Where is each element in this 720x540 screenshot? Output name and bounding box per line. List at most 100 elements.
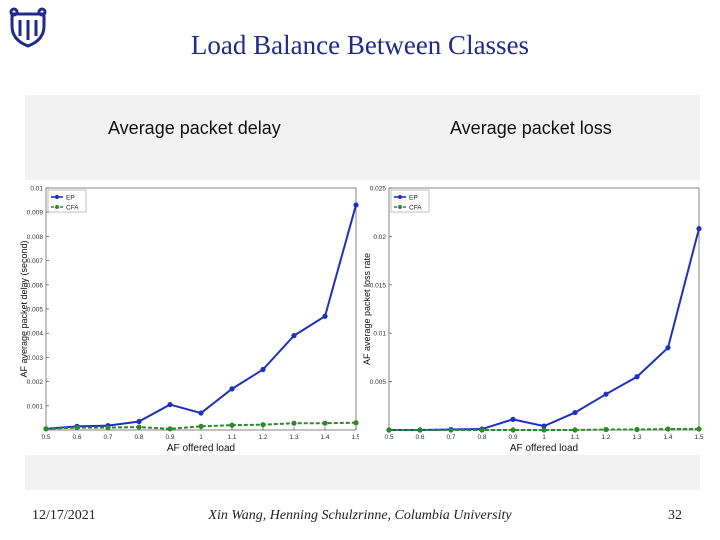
loss-xtick-label: 1.2 [601,434,610,441]
footer-date: 12/17/2021 [32,508,96,523]
loss-series-ep-point [696,226,702,232]
delay-x-axis-label: AF offered load [167,443,235,454]
footer-credit: Xin Wang, Henning Schulzrinne, Columbia … [208,508,512,523]
delay-y-axis-label: AF average packet delay (second) [19,240,29,377]
delay-xtick-label: 0.6 [72,434,81,441]
loss-xtick-label: 0.9 [508,434,517,441]
loss-xtick-label: 1.3 [632,434,641,441]
delay-plot-frame [45,187,357,431]
delay-series-ep-point [167,401,173,408]
delay-series-cfa-point [74,424,80,431]
delay-legend-ep-marker [55,195,59,199]
page-number: 32 [668,508,682,523]
loss-series-cfa-point [665,426,671,432]
delay-ytick-label: 0.006 [27,282,44,289]
delay-series-cfa-point [105,424,111,431]
loss-legend-cfa-label: CFA [409,205,422,212]
delay-xtick-label: 0.8 [134,434,143,441]
delay-series-cfa-point [167,426,173,432]
loss-ytick-label: 0.01 [373,331,386,338]
loss-series-cfa-point [603,426,609,433]
loss-chart: 0.005 0.01 0.015 0.02 0.025 0.5 0.6 0.7 0.8 0.9 1 1… [359,180,704,455]
loss-legend-cfa-marker [398,205,402,209]
delay-series-ep-point [353,202,359,208]
loss-chart-heading: Average packet loss [450,118,612,138]
delay-series-cfa-line [45,421,357,430]
loss-xtick-label: 1.1 [570,434,579,441]
delay-xtick-label: 1.1 [227,434,236,441]
delay-ytick-label: 0.003 [27,355,44,362]
delay-series-ep-point [198,410,204,416]
delay-ytick-label: 0.009 [27,210,44,217]
delay-xtick-label: 1.5 [351,434,360,441]
loss-series-cfa-point [510,427,516,433]
loss-xtick-label: 0.5 [384,434,393,441]
loss-ytick-label: 0.025 [370,186,387,193]
loss-chart-svg: 0.005 0.01 0.015 0.02 0.025 0.5 0.6 0.7 0.8 0.9 1 1… [362,186,704,455]
loss-xtick-label: 1 [542,434,546,441]
delay-series-cfa-point [136,424,142,430]
loss-x-axis-label: AF offered load [510,443,578,454]
loss-series-ep-point [665,345,671,351]
university-logo [9,7,47,48]
loss-y-axis-label: AF average packet loss rate [362,253,372,365]
loss-plot-frame [388,187,700,431]
delay-series-cfa-point [353,420,359,426]
delay-chart-heading: Average packet delay [108,118,281,138]
delay-series-cfa-point [291,420,297,426]
loss-xtick-label: 0.7 [446,434,455,441]
page-title: Load Balance Between Classes [190,30,530,60]
loss-series-ep-point [510,416,516,422]
loss-series-cfa-point [386,427,392,433]
delay-ytick-label: 0.001 [27,403,44,410]
delay-xtick-label: 1.4 [320,434,329,441]
loss-legend-ep-marker [398,195,402,199]
loss-series-cfa-point [696,426,702,432]
loss-xtick-label: 1.4 [663,434,672,441]
delay-series-cfa-point [198,423,204,429]
loss-series-cfa-point [479,427,485,433]
delay-series-ep-point [260,366,266,373]
delay-xtick-label: 1.2 [258,434,267,441]
delay-legend-ep-label: EP [66,195,75,202]
delay-series-ep-point [136,418,142,425]
delay-series-cfa-point [322,420,328,426]
delay-ytick-label: 0.004 [27,331,44,338]
delay-series-cfa-point [260,422,266,428]
delay-legend-cfa-marker [55,205,59,209]
loss-series-ep-point [634,374,640,380]
delay-series-cfa-point [229,422,235,428]
loss-ytick-label: 0.02 [373,234,386,241]
loss-xtick-label: 1.5 [694,434,703,441]
loss-series-cfa-point [541,427,547,433]
delay-xtick-label: 1 [199,434,203,441]
delay-ytick-label: 0.002 [27,379,44,386]
loss-xtick-label: 0.8 [477,434,486,441]
delay-ytick-label: 0.008 [27,234,44,241]
loss-series-cfa-point [448,427,454,433]
delay-series-ep-point [291,333,297,339]
loss-ytick-label: 0.015 [370,282,387,289]
delay-xtick-label: 0.9 [165,434,174,441]
loss-series-cfa-point [572,427,578,433]
delay-chart: 0.001 0.002 0.003 0.004 0.005 0.006 0.007 0.008… [16,180,361,455]
delay-ytick-label: 0.007 [27,258,44,265]
delay-xtick-label: 0.5 [41,434,50,441]
delay-ytick-label: 0.01 [30,186,43,193]
delay-chart-svg: 0.001 0.002 0.003 0.004 0.005 0.006 0.007 0.008… [19,186,361,455]
loss-series-ep-point [541,423,547,429]
delay-series-ep-point [229,386,235,392]
loss-legend-ep-label: EP [409,195,418,202]
delay-xtick-label: 0.7 [103,434,112,441]
delay-series-cfa-point [43,426,49,432]
delay-ytick-label: 0.005 [27,307,44,314]
loss-series-cfa-line [389,428,699,431]
loss-series-ep-point [572,409,578,416]
loss-series-cfa-point [417,427,423,433]
loss-series-ep-point [603,391,609,397]
delay-xtick-label: 1.3 [289,434,298,441]
loss-series-cfa-point [634,426,640,433]
delay-legend-cfa-label: CFA [66,205,79,212]
loss-xtick-label: 0.6 [415,434,424,441]
loss-ytick-label: 0.005 [370,379,387,386]
